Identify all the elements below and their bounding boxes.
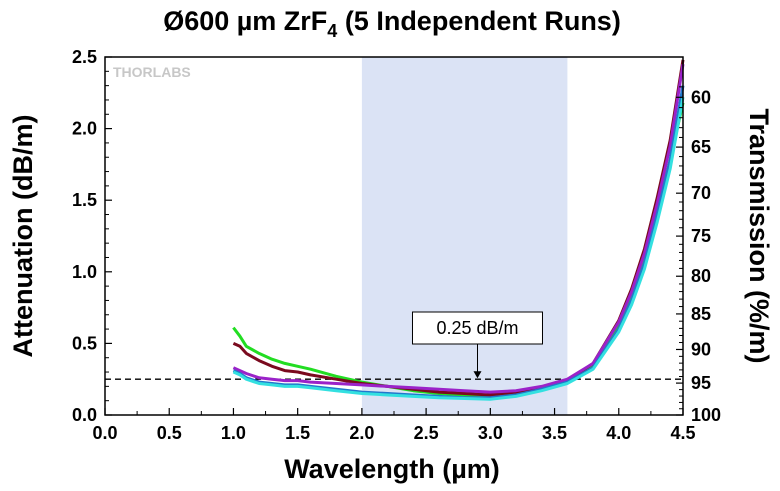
y2-axis-label: Transmission (%/m) (744, 108, 774, 363)
y-tick-label: 2.5 (72, 47, 97, 67)
y-tick-label: 0.5 (72, 333, 97, 353)
x-tick-label: 4.0 (606, 423, 631, 443)
y2-tick-label: 100 (691, 405, 721, 425)
y-tick-label: 2.0 (72, 119, 97, 139)
x-tick-label: 2.0 (349, 423, 374, 443)
x-tick-label: 4.5 (670, 423, 695, 443)
x-tick-label: 3.5 (542, 423, 567, 443)
y2-tick-label: 90 (691, 339, 711, 359)
series-line-3 (232, 63, 685, 394)
series-group (232, 59, 685, 401)
thorlabs-logo: THORLABS (113, 64, 191, 80)
x-axis: 0.0 0.5 1.0 1.5 2.0 2.5 3.0 3.5 4.0 4.5 (92, 408, 696, 443)
y2-tick-label: 60 (691, 87, 711, 107)
y2-tick-label: 70 (691, 183, 711, 203)
y-axis-left: 0.0 0.5 1.0 1.5 2.0 2.5 (72, 47, 112, 425)
x-axis-label: Wavelength (µm) (284, 454, 500, 484)
y-tick-label: 0.0 (72, 405, 97, 425)
x-tick-label: 2.5 (414, 423, 439, 443)
x-tick-label: 1.0 (221, 423, 246, 443)
y-tick-label: 1.5 (72, 190, 97, 210)
series-line-5 (232, 96, 685, 401)
y-tick-label: 1.0 (72, 262, 97, 282)
x-tick-label: 3.0 (478, 423, 503, 443)
y2-tick-label: 85 (691, 304, 711, 324)
y2-tick-label: 80 (691, 266, 711, 286)
annotation-box (411, 311, 543, 345)
chart-title: Ø600 µm ZrF4 (5 Independent Runs) (163, 6, 621, 41)
y-axis-label: Attenuation (dB/m) (8, 115, 38, 358)
annotation-arrowhead (473, 371, 482, 379)
shaded-band (361, 57, 568, 415)
plot-area: THORLABS 0.0 0.5 1.0 1.5 2.0 2.5 3.0 3.5 4.0 4.5 … (72, 47, 721, 443)
annotation-label: 0.25 dB/m (436, 318, 518, 338)
y-axis-right: 60 65 70 75 80 85 90 95 100 (676, 86, 721, 425)
y2-tick-label: 95 (691, 373, 711, 393)
y2-tick-label: 75 (691, 226, 711, 246)
x-tick-label: 0.5 (157, 423, 182, 443)
y2-tick-label: 65 (691, 137, 711, 157)
x-tick-label: 1.5 (285, 423, 310, 443)
x-tick-label: 0.0 (92, 423, 117, 443)
